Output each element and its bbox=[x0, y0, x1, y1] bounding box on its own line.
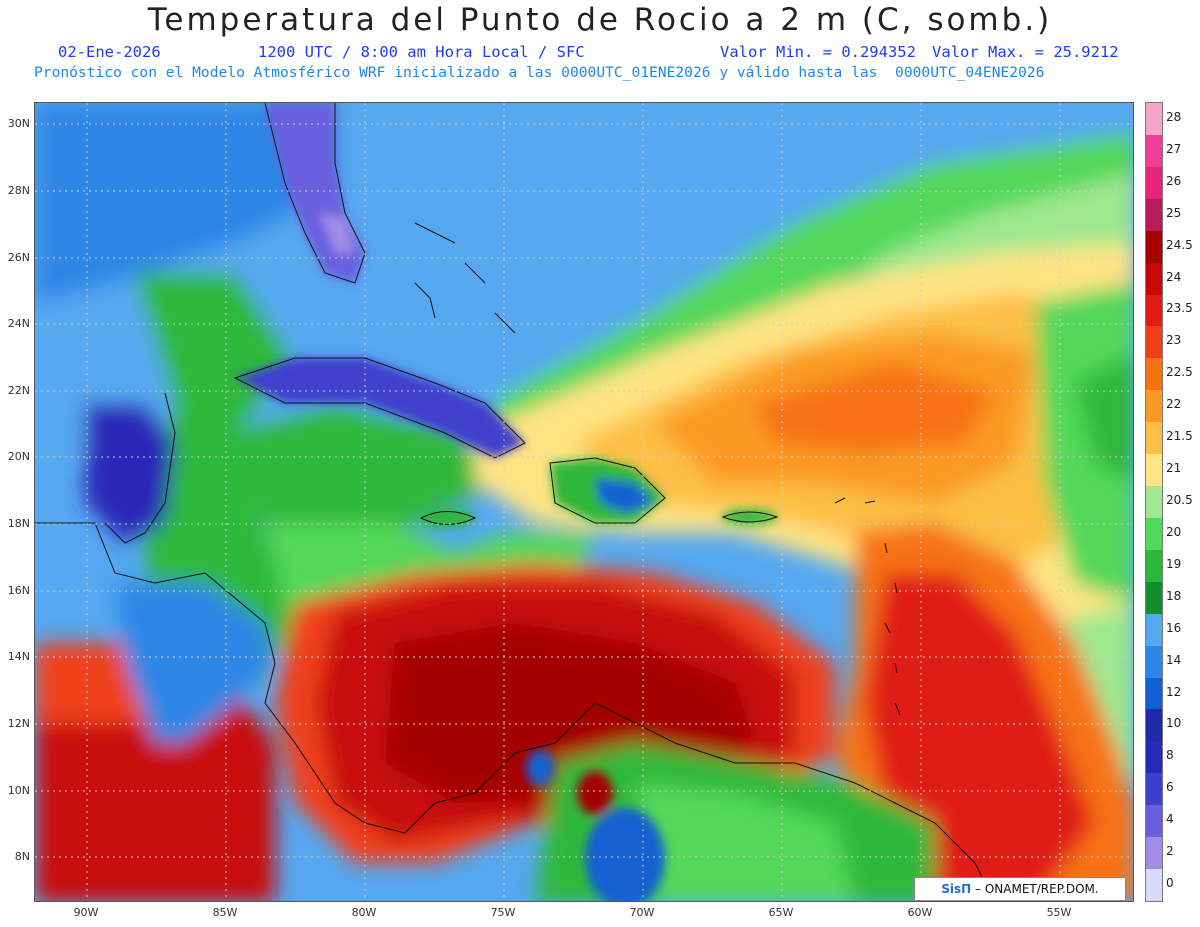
lon-label-55w: 55W bbox=[1046, 906, 1072, 919]
colorbar-label: 22 bbox=[1166, 397, 1182, 412]
colorbar bbox=[1145, 102, 1163, 902]
colorbar-label: 23.5 bbox=[1166, 301, 1193, 316]
colorbar-cell bbox=[1146, 581, 1162, 615]
colorbar-label: 27 bbox=[1166, 141, 1182, 156]
colorbar-cell bbox=[1146, 613, 1162, 647]
lat-label-10n: 10N bbox=[7, 784, 30, 797]
time-label: 1200 UTC / 8:00 am Hora Local / SFC bbox=[258, 43, 585, 61]
colorbar-label: 2 bbox=[1166, 844, 1174, 859]
lat-label-16n: 16N bbox=[7, 584, 30, 597]
sispi-logo: SisΠ bbox=[941, 882, 972, 896]
colorbar-cell bbox=[1146, 390, 1162, 423]
colorbar-cell bbox=[1146, 262, 1162, 295]
map-title: Temperatura del Punto de Rocio a 2 m (C,… bbox=[147, 2, 1053, 38]
coastlines bbox=[35, 103, 995, 901]
colorbar-cell bbox=[1146, 422, 1162, 455]
dewpoint-map bbox=[34, 102, 1134, 902]
dewpoint-field bbox=[35, 103, 1133, 901]
colorbar-label: 22.5 bbox=[1166, 365, 1193, 380]
lat-label-28n: 28N bbox=[7, 184, 30, 197]
colorbar-cell bbox=[1146, 198, 1162, 232]
colorbar-cell bbox=[1146, 709, 1162, 742]
credit-box: SisΠ – ONAMET/REP.DOM. bbox=[914, 877, 1126, 901]
lon-label-85w: 85W bbox=[212, 906, 238, 919]
colorbar-cell bbox=[1146, 773, 1162, 806]
colorbar-label: 20.5 bbox=[1166, 493, 1193, 507]
colorbar-cell bbox=[1146, 358, 1162, 391]
colorbar-label: 12 bbox=[1166, 684, 1182, 699]
colorbar-label: 21.5 bbox=[1166, 429, 1193, 444]
colorbar-cell bbox=[1146, 869, 1162, 902]
colorbar-label: 23 bbox=[1166, 333, 1182, 348]
lat-label-12n: 12N bbox=[7, 717, 30, 730]
colorbar-label: 19 bbox=[1166, 556, 1182, 571]
colorbar-label: 16 bbox=[1166, 620, 1182, 635]
colorbar-cell bbox=[1146, 517, 1162, 551]
colorbar-cell bbox=[1146, 294, 1162, 327]
lon-label-60w: 60W bbox=[907, 906, 933, 919]
colorbar-label: 28 bbox=[1166, 109, 1182, 124]
credit-text: – ONAMET/REP.DOM. bbox=[971, 882, 1099, 896]
colorbar-label: 6 bbox=[1166, 780, 1174, 795]
lon-label-75w: 75W bbox=[490, 906, 516, 919]
lon-label-65w: 65W bbox=[768, 906, 794, 919]
colorbar-label: 25 bbox=[1166, 205, 1182, 220]
graticule bbox=[35, 103, 1133, 901]
colorbar-cell bbox=[1146, 549, 1162, 583]
min-value-label: Valor Min. = 0.294352 bbox=[720, 43, 916, 61]
colorbar-label: 14 bbox=[1166, 652, 1182, 667]
lat-label-30n: 30N bbox=[7, 117, 30, 130]
lon-label-80w: 80W bbox=[351, 906, 377, 919]
date-label: 02-Ene-2026 bbox=[58, 43, 161, 61]
lat-label-26n: 26N bbox=[7, 251, 30, 264]
lat-label-20n: 20N bbox=[7, 450, 30, 463]
colorbar-label: 20 bbox=[1166, 524, 1182, 539]
model-info-line: Pronóstico con el Modelo Atmosférico WRF… bbox=[34, 64, 1045, 81]
colorbar-cell bbox=[1146, 454, 1162, 487]
colorbar-cell bbox=[1146, 741, 1162, 774]
lon-label-90w: 90W bbox=[73, 906, 99, 919]
max-value-label: Valor Max. = 25.9212 bbox=[932, 43, 1119, 61]
colorbar-label: 24 bbox=[1166, 269, 1182, 284]
lat-label-22n: 22N bbox=[7, 384, 30, 397]
colorbar-label: 26 bbox=[1166, 173, 1182, 188]
colorbar-cell bbox=[1146, 837, 1162, 870]
colorbar-label: 18 bbox=[1166, 588, 1182, 603]
colorbar-label: 0 bbox=[1166, 876, 1174, 891]
colorbar-cell bbox=[1146, 230, 1162, 264]
colorbar-cell bbox=[1146, 645, 1162, 679]
colorbar-label: 10 bbox=[1166, 716, 1182, 731]
colorbar-cell bbox=[1146, 486, 1162, 519]
colorbar-cell bbox=[1146, 677, 1162, 710]
colorbar-label: 21 bbox=[1166, 461, 1182, 476]
colorbar-cell bbox=[1146, 134, 1162, 168]
lat-label-18n: 18N bbox=[7, 517, 30, 530]
colorbar-cell bbox=[1146, 326, 1162, 359]
colorbar-cell bbox=[1146, 103, 1162, 136]
lat-label-24n: 24N bbox=[7, 317, 30, 330]
colorbar-cell bbox=[1146, 805, 1162, 838]
colorbar-label: 8 bbox=[1166, 748, 1174, 763]
colorbar-label: 4 bbox=[1166, 812, 1174, 827]
colorbar-label: 24.5 bbox=[1166, 237, 1193, 252]
lon-label-70w: 70W bbox=[629, 906, 655, 919]
map-canvas bbox=[35, 103, 1133, 901]
lat-label-8n: 8N bbox=[14, 850, 30, 863]
lat-label-14n: 14N bbox=[7, 650, 30, 663]
colorbar-cell bbox=[1146, 166, 1162, 200]
